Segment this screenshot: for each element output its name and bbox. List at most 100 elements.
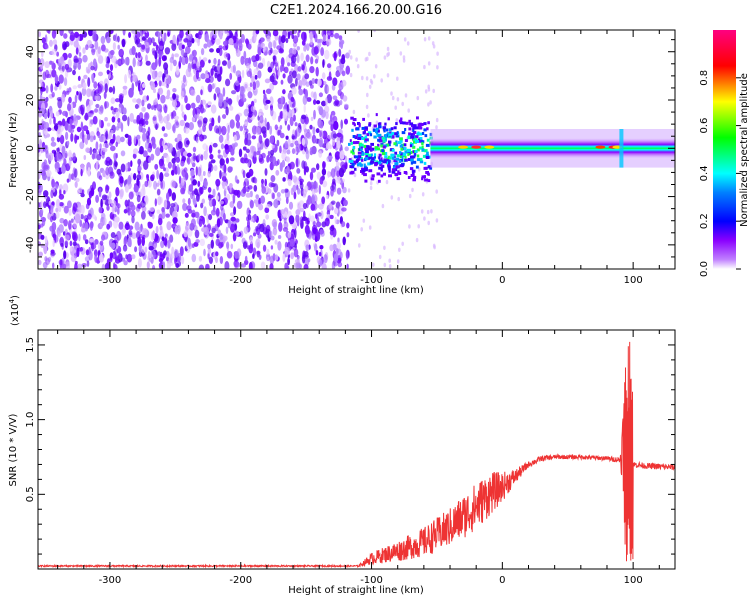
heatmap-cell <box>195 69 200 80</box>
heatmap-cell <box>373 128 376 132</box>
heatmap-cell <box>311 167 316 173</box>
heatmap-cell <box>286 165 290 175</box>
heatmap-cell <box>364 135 368 139</box>
heatmap-cell <box>51 136 55 142</box>
heatmap-cell <box>89 146 93 156</box>
heatmap-cell <box>239 125 244 132</box>
heatmap-cell <box>395 118 399 123</box>
heatmap-cell <box>367 156 370 160</box>
heatmap-cell <box>277 235 282 239</box>
heatmap-cell <box>292 35 299 44</box>
heatmap-cell <box>197 166 202 177</box>
heatmap-cell <box>395 140 398 144</box>
heatmap-cell <box>155 225 159 234</box>
heatmap-cell <box>97 85 102 95</box>
heatmap-cell <box>306 97 312 102</box>
heatmap-cell <box>418 122 422 126</box>
heatmap-cell <box>203 248 206 257</box>
heatmap-cell <box>310 116 314 122</box>
heatmap-cell <box>120 122 124 133</box>
heatmap-cell <box>296 168 301 174</box>
heatmap-cell <box>127 116 130 127</box>
heatmap-cell <box>266 248 270 255</box>
heatmap-cell <box>285 196 289 205</box>
snr-y-ticks: 0.51.01.5 <box>25 337 675 555</box>
heatmap-cell <box>205 78 211 84</box>
heatmap-cell <box>337 179 341 184</box>
heatmap-cell <box>349 165 354 169</box>
heatmap-cell <box>282 30 287 39</box>
heatmap-cell <box>260 195 266 204</box>
heatmap-cell <box>278 221 283 232</box>
heatmap-cell <box>217 115 221 124</box>
heatmap-cell <box>70 102 74 112</box>
heatmap-cell <box>359 157 363 161</box>
heatmap-cell <box>203 150 208 160</box>
heatmap-cell <box>138 138 141 147</box>
heatmap-cell <box>157 31 161 40</box>
heatmap-cell <box>110 232 116 239</box>
heatmap-cell <box>61 65 65 72</box>
heatmap-cell <box>385 179 389 185</box>
heatmap-cell <box>368 169 373 173</box>
heatmap-cell <box>276 139 280 147</box>
heatmap-cell <box>380 174 384 178</box>
heatmap-cell <box>235 121 241 129</box>
heatmap-cell <box>282 227 289 232</box>
heatmap-cell <box>370 160 374 164</box>
heatmap-cell <box>245 192 251 198</box>
heatmap-cell <box>385 128 388 132</box>
heatmap-cell <box>224 30 228 35</box>
heatmap-cell <box>66 178 70 183</box>
heatmap-cell <box>332 133 338 139</box>
heatmap-cell <box>365 145 370 149</box>
heatmap-cell <box>383 245 386 250</box>
heatmap-cell <box>321 130 328 140</box>
heatmap-cell <box>130 204 136 211</box>
heatmap-cell <box>177 252 182 263</box>
colorbar: 0.00.20.40.60.8 Normalized spectral ampl… <box>699 30 750 277</box>
heatmap-hotspot <box>595 145 606 149</box>
heatmap-cell <box>411 187 414 193</box>
heatmap-cell <box>95 141 99 151</box>
heatmap-cell <box>391 170 396 174</box>
heatmap-cell <box>357 155 362 159</box>
snr-scale-suffix: ) <box>10 295 21 299</box>
heatmap-cell <box>84 221 89 232</box>
heatmap-cell <box>122 30 126 36</box>
heatmap-cell <box>86 197 92 206</box>
heatmap-cell <box>226 241 230 249</box>
heatmap-cell <box>163 115 169 124</box>
heatmap-cell <box>230 216 236 222</box>
heatmap-cell <box>39 94 43 101</box>
heatmap-cell <box>139 89 143 96</box>
heatmap-cell <box>240 263 247 268</box>
heatmap-cell <box>226 132 230 141</box>
heatmap-cell <box>60 242 64 248</box>
heatmap-cell <box>232 232 237 242</box>
heatmap-cell <box>65 90 70 95</box>
heatmap-cell <box>249 237 254 245</box>
heatmap-cell <box>163 77 168 88</box>
heatmap-cell <box>192 59 196 65</box>
heatmap-cell <box>248 168 254 177</box>
heatmap-cell <box>179 246 184 257</box>
heatmap-cell <box>259 115 264 124</box>
heatmap-cell <box>322 59 325 68</box>
heatmap-cell <box>333 261 338 267</box>
heatmap-cell <box>264 168 268 176</box>
x-tick-label: 0 <box>499 575 505 586</box>
heatmap-cell <box>364 179 368 183</box>
heatmap-cell <box>166 75 171 85</box>
heatmap-cell <box>318 184 321 195</box>
heatmap-cell <box>147 222 153 229</box>
heatmap-cell <box>371 174 375 178</box>
heatmap-cell <box>367 147 371 151</box>
heatmap-cell <box>412 133 415 137</box>
heatmap-cell <box>257 46 262 56</box>
heatmap-cell <box>400 163 405 167</box>
y-tick-label: 1.5 <box>25 337 36 353</box>
heatmap-cell <box>279 125 283 130</box>
heatmap-cell <box>384 134 387 137</box>
heatmap-cell <box>67 124 71 133</box>
